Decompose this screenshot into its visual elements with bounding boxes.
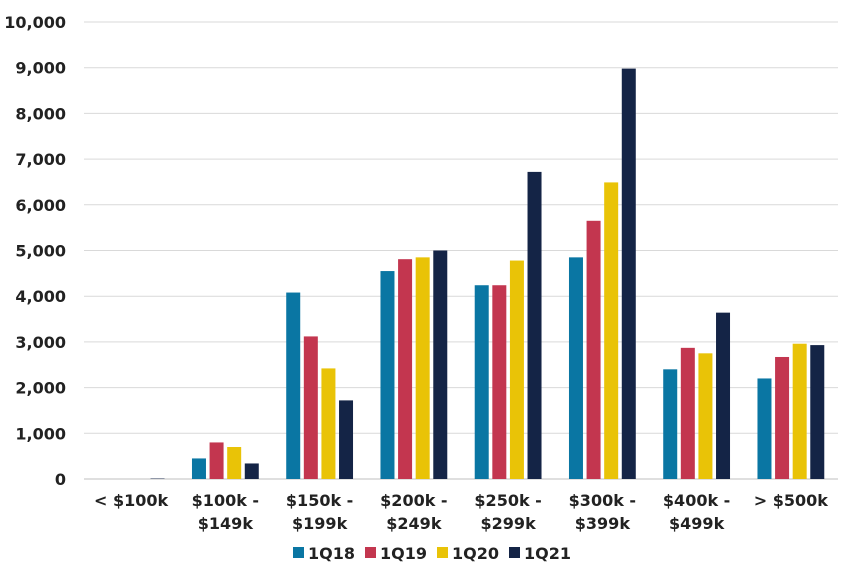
legend: 1Q18 1Q19 1Q20 1Q21	[293, 544, 571, 563]
x-tick-label: $399k	[575, 514, 631, 533]
legend-label-1q21: 1Q21	[524, 544, 571, 563]
legend-swatch-1q19	[365, 547, 376, 558]
bar-1q21-6	[716, 312, 731, 479]
legend-swatch-1q21	[509, 547, 520, 558]
bar-1q20-6	[698, 353, 713, 479]
y-tick-label: 9,000	[15, 59, 66, 78]
y-tick-label: 0	[55, 470, 66, 489]
legend-label-1q18: 1Q18	[308, 544, 355, 563]
bar-1q19-5	[586, 220, 601, 480]
x-tick-label: $149k	[198, 514, 254, 533]
bar-1q21-2	[339, 400, 354, 479]
bar-1q19-3	[398, 259, 413, 479]
x-axis: < $100k $100k - $149k $150k - $199k $200k - $2…	[94, 491, 828, 533]
legend-swatch-1q18	[293, 547, 304, 558]
bar-1q20-1	[227, 447, 242, 479]
y-tick-label: 8,000	[15, 104, 66, 123]
bar-1q21-5	[621, 68, 636, 479]
legend-label-1q19: 1Q19	[380, 544, 427, 563]
y-tick-label: 5,000	[15, 242, 66, 261]
bar-1q18-6	[663, 369, 678, 479]
bar-1q19-2	[303, 336, 318, 479]
x-tick-label: $150k -	[286, 491, 353, 510]
y-tick-label: 4,000	[15, 287, 66, 306]
bar-1q18-7	[757, 378, 772, 479]
x-tick-label: $100k -	[192, 491, 259, 510]
gridlines	[84, 21, 838, 480]
bar-1q21-4	[527, 171, 542, 479]
x-tick-label: $250k -	[474, 491, 541, 510]
y-tick-label: 3,000	[15, 333, 66, 352]
bar-1q20-4	[509, 260, 524, 479]
bar-1q18-4	[474, 285, 489, 479]
x-tick-label: $400k -	[663, 491, 730, 510]
x-tick-label: $499k	[669, 514, 725, 533]
bar-1q20-7	[792, 343, 807, 479]
bar-1q18-3	[380, 271, 395, 479]
x-tick-label: $299k	[481, 514, 537, 533]
x-tick-label: $200k -	[380, 491, 447, 510]
bar-1q20-3	[415, 257, 430, 479]
bar-1q19-1	[209, 442, 224, 479]
x-tick-label: < $100k	[94, 491, 169, 510]
legend-swatch-1q20	[437, 547, 448, 558]
x-tick-label: $249k	[386, 514, 442, 533]
bar-1q19-6	[680, 347, 695, 479]
bar-1q21-1	[244, 463, 259, 479]
bar-1q18-2	[286, 292, 301, 479]
bar-1q18-5	[568, 257, 583, 479]
bar-1q20-2	[321, 368, 336, 479]
x-tick-label: > $500k	[754, 491, 829, 510]
x-tick-label: $199k	[292, 514, 348, 533]
y-tick-label: 6,000	[15, 196, 66, 215]
bar-1q21-3	[433, 250, 448, 479]
legend-label-1q20: 1Q20	[452, 544, 499, 563]
bar-1q20-5	[604, 182, 619, 480]
y-tick-label: 2,000	[15, 379, 66, 398]
y-tick-label: 10,000	[4, 13, 66, 32]
bar-1q19-4	[492, 285, 507, 479]
x-tick-label: $300k -	[569, 491, 636, 510]
y-tick-label: 7,000	[15, 150, 66, 169]
bar-1q18-1	[191, 458, 206, 479]
y-tick-label: 1,000	[15, 424, 66, 443]
bar-1q19-7	[775, 356, 790, 479]
y-axis: 0 1,000 2,000 3,000 4,000 5,000 6,000 7,000 8,00…	[4, 13, 66, 489]
bars	[150, 68, 825, 480]
bar-1q21-7	[810, 345, 825, 479]
